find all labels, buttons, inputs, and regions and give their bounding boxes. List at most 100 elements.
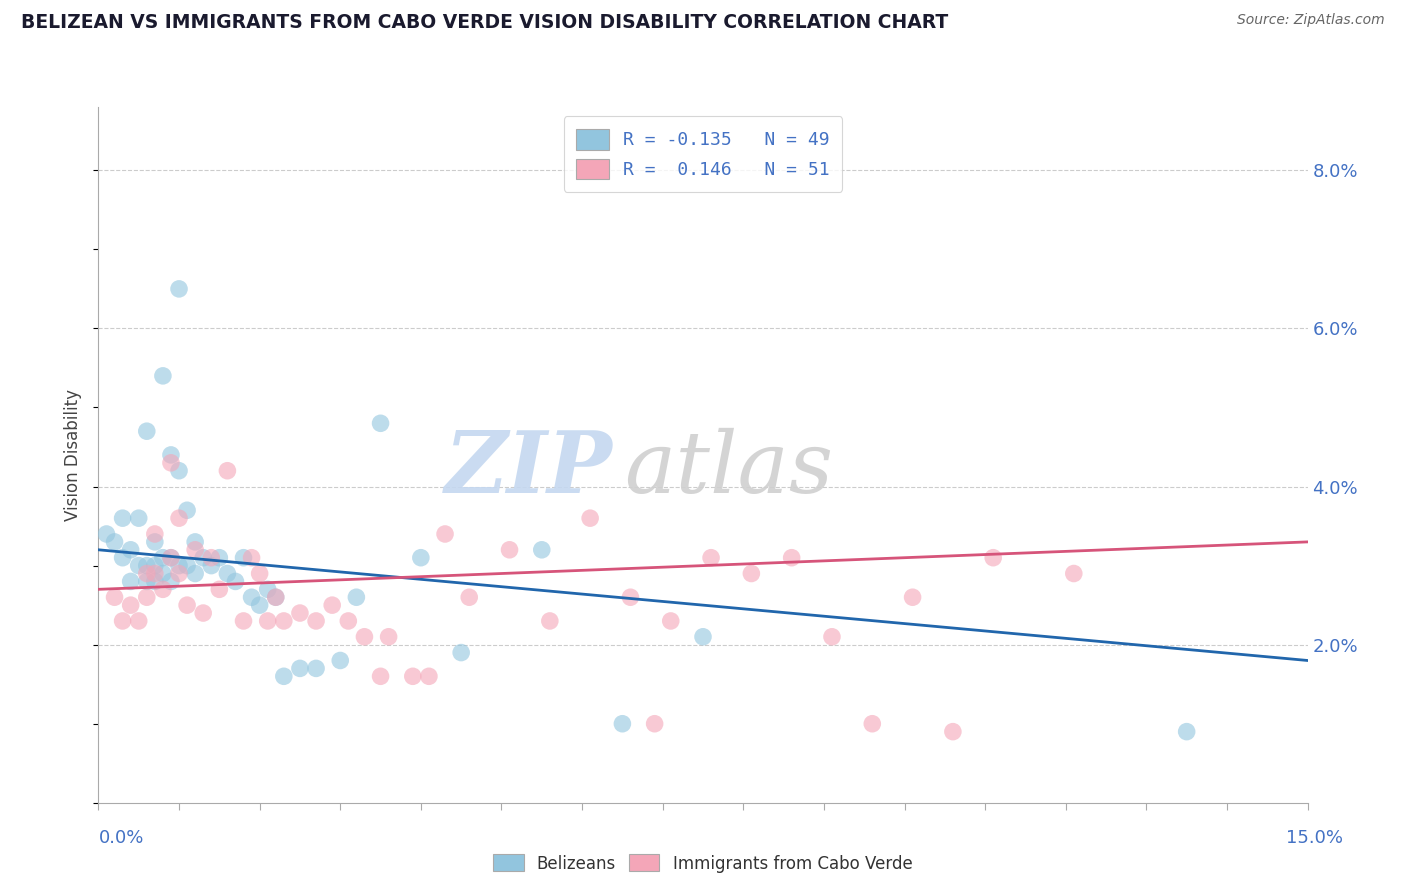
Point [135, 558, 157, 573]
Point [273, 669, 295, 683]
Point [160, 574, 183, 589]
Point [184, 534, 207, 549]
Point [143, 527, 166, 541]
Point [96, 527, 118, 541]
Text: 0.0%: 0.0% [98, 829, 143, 847]
Point [337, 614, 360, 628]
Point [329, 653, 352, 667]
Point [256, 614, 278, 628]
Point [249, 566, 271, 581]
Point [200, 550, 222, 565]
Point [184, 566, 207, 581]
Point [256, 582, 278, 597]
Point [644, 716, 666, 731]
Point [184, 542, 207, 557]
Point [370, 417, 392, 431]
Point [208, 582, 231, 597]
Point [377, 630, 399, 644]
Point [120, 574, 142, 589]
Point [160, 550, 183, 565]
Point [942, 724, 965, 739]
Point [538, 614, 561, 628]
Point [370, 669, 392, 683]
Point [111, 511, 134, 525]
Point [152, 582, 174, 597]
Point [981, 550, 1004, 565]
Point [1063, 566, 1085, 581]
Point [434, 527, 457, 541]
Point [860, 716, 883, 731]
Point [152, 566, 174, 581]
Point [1175, 724, 1198, 739]
Point [659, 614, 682, 628]
Point [103, 591, 125, 605]
Point [740, 566, 762, 581]
Point [273, 614, 295, 628]
Legend: Belizeans, Immigrants from Cabo Verde: Belizeans, Immigrants from Cabo Verde [486, 847, 920, 880]
Point [619, 591, 641, 605]
Point [143, 534, 166, 549]
Point [458, 591, 481, 605]
Point [288, 661, 311, 675]
Point [418, 669, 440, 683]
Point [692, 630, 714, 644]
Point [128, 614, 150, 628]
Point [217, 464, 239, 478]
Point [264, 591, 287, 605]
Text: Source: ZipAtlas.com: Source: ZipAtlas.com [1237, 13, 1385, 28]
Point [450, 646, 472, 660]
Point [135, 424, 157, 438]
Point [193, 550, 215, 565]
Point [143, 558, 166, 573]
Point [160, 448, 183, 462]
Point [160, 550, 183, 565]
Point [152, 368, 174, 383]
Text: BELIZEAN VS IMMIGRANTS FROM CABO VERDE VISION DISABILITY CORRELATION CHART: BELIZEAN VS IMMIGRANTS FROM CABO VERDE V… [21, 13, 948, 32]
Point [344, 591, 367, 605]
Point [240, 550, 263, 565]
Point [111, 550, 134, 565]
Point [176, 503, 198, 517]
Point [780, 550, 803, 565]
Point [120, 598, 142, 612]
Point [409, 550, 432, 565]
Text: 15.0%: 15.0% [1285, 829, 1343, 847]
Point [160, 456, 183, 470]
Point [135, 591, 157, 605]
Point [167, 464, 190, 478]
Point [167, 282, 190, 296]
Point [103, 534, 125, 549]
Point [193, 606, 215, 620]
Point [135, 566, 157, 581]
Point [901, 591, 924, 605]
Point [167, 511, 190, 525]
Point [821, 630, 844, 644]
Point [167, 558, 190, 573]
Point [612, 716, 634, 731]
Legend: R = -0.135   N = 49, R =  0.146   N = 51: R = -0.135 N = 49, R = 0.146 N = 51 [564, 116, 842, 192]
Point [288, 606, 311, 620]
Point [249, 598, 271, 612]
Text: atlas: atlas [624, 427, 834, 510]
Point [135, 574, 157, 589]
Point [217, 566, 239, 581]
Point [176, 598, 198, 612]
Point [232, 550, 254, 565]
Point [240, 591, 263, 605]
Point [264, 591, 287, 605]
Point [152, 550, 174, 565]
Point [305, 614, 328, 628]
Point [200, 558, 222, 573]
Point [402, 669, 425, 683]
Point [305, 661, 328, 675]
Point [143, 574, 166, 589]
Point [700, 550, 723, 565]
Point [579, 511, 602, 525]
Point [353, 630, 375, 644]
Point [208, 550, 231, 565]
Point [498, 542, 520, 557]
Point [128, 511, 150, 525]
Point [232, 614, 254, 628]
Point [224, 574, 246, 589]
Point [128, 558, 150, 573]
